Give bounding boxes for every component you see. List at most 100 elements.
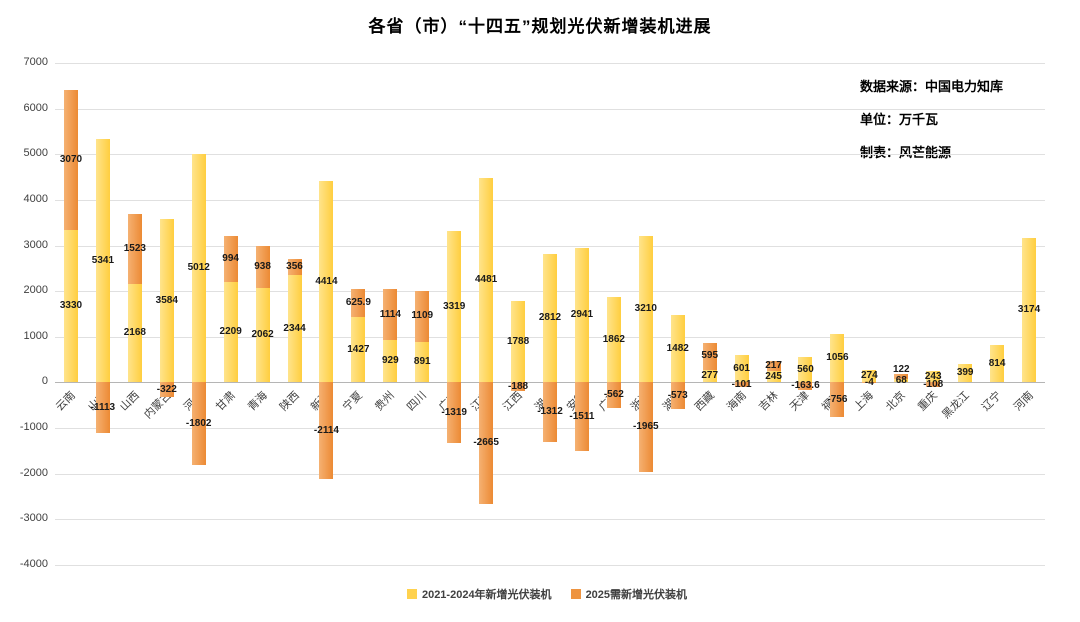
bar-label-installed: 1056 — [826, 352, 849, 364]
y-axis-tick-label: 6000 — [23, 101, 48, 114]
bar-label-installed: 2209 — [219, 326, 242, 338]
bar-label-installed: 245 — [765, 370, 782, 382]
y-axis-tick-label: 2000 — [23, 284, 48, 297]
bar-segment-installed — [159, 218, 174, 383]
bar-label-installed: 929 — [381, 355, 399, 367]
bar-segment-needed — [127, 214, 142, 284]
bar-label-installed: 1862 — [602, 333, 625, 345]
bar-segment-needed — [95, 382, 110, 434]
bar-label-installed: 399 — [956, 367, 974, 379]
bar-segment-installed — [862, 369, 877, 383]
bar-segment-installed — [702, 369, 717, 383]
bar-segment-needed — [351, 288, 366, 318]
bar-segment-installed — [1022, 237, 1037, 383]
bar-label-installed: 1788 — [506, 335, 530, 347]
bar-segment-needed — [319, 382, 334, 479]
bar-label-needed: 217 — [765, 359, 782, 371]
bar-segment-installed — [383, 340, 398, 383]
bar-label-needed: 938 — [254, 260, 271, 272]
bar-label-installed: 2812 — [538, 312, 562, 324]
bar-segment-installed — [415, 341, 430, 383]
y-axis-tick-label: -2000 — [19, 466, 48, 479]
y-axis-tick-label: 5000 — [23, 147, 48, 160]
bar-segment-installed — [638, 235, 653, 383]
bar-segment-needed — [415, 291, 430, 342]
legend-label-needed: 2025需新增光伏装机 — [585, 589, 688, 601]
bar-segment-installed — [447, 230, 462, 383]
bar-segment-installed — [926, 371, 941, 383]
bar-label-installed: 814 — [988, 357, 1006, 369]
bar-label-installed: 4481 — [475, 274, 498, 286]
bar-label-needed: -1113 — [90, 401, 116, 413]
bar-segment-needed — [798, 382, 813, 390]
bar-segment-installed — [543, 254, 557, 383]
y-axis-tick-label: -3000 — [19, 512, 48, 525]
bar-label-needed: 356 — [286, 261, 303, 273]
bar-label-installed: 5012 — [187, 262, 210, 274]
bar-segment-needed — [734, 382, 749, 388]
bar-label-installed: 243 — [924, 370, 942, 382]
bar-label-installed: 3210 — [634, 303, 657, 315]
bar-label-installed: 560 — [797, 363, 814, 375]
bar-label-needed: -562 — [603, 389, 624, 401]
maker-note: 制表：风芒能源 — [860, 145, 952, 160]
bar-label-installed: 3174 — [1017, 304, 1041, 316]
bar-label-installed: 2168 — [123, 326, 146, 338]
gridline — [55, 199, 1045, 201]
bar-label-needed: -1802 — [185, 417, 212, 429]
gridline — [55, 154, 1045, 156]
bar-label-needed: -2114 — [313, 424, 339, 436]
bar-segment-installed — [574, 248, 589, 383]
bar-segment-installed — [958, 364, 973, 383]
gridline — [55, 108, 1045, 110]
legend: 2021-2024年新增光伏装机 2025需新增光伏装机 — [0, 586, 1080, 602]
y-axis-tick-label: 4000 — [23, 192, 48, 205]
bar-segment-needed — [543, 382, 557, 443]
bar-label-needed: -108 — [923, 378, 944, 390]
bar-segment-installed — [798, 356, 813, 383]
bar-label-installed: 3330 — [59, 300, 83, 312]
bar-label-installed: 891 — [413, 356, 431, 368]
bar-label-installed: 274 — [861, 370, 878, 382]
bar-segment-needed — [830, 382, 845, 417]
bar-label-needed: 625.9 — [345, 297, 371, 309]
bar-label-installed: 1482 — [666, 342, 689, 354]
bar-segment-needed — [255, 245, 270, 289]
bar-label-installed: 5341 — [91, 254, 115, 266]
bar-segment-needed — [766, 361, 781, 372]
bar-label-needed: -1965 — [633, 421, 659, 433]
gridline — [55, 473, 1045, 475]
bar-label-needed: 1114 — [379, 308, 401, 320]
bar-segment-installed — [223, 281, 238, 383]
bar-label-needed: 1109 — [411, 310, 434, 322]
bar-segment-installed — [606, 297, 621, 383]
gridline — [55, 245, 1045, 247]
y-axis-tick-label: 1000 — [23, 329, 48, 342]
bar-label-needed: -573 — [667, 389, 688, 401]
bar-segment-installed — [95, 138, 110, 383]
bar-label-needed: 122 — [892, 363, 910, 375]
bar-segment-installed — [127, 283, 142, 383]
bar-label-installed: 3584 — [155, 294, 178, 306]
bar-label-installed: 4414 — [315, 275, 338, 287]
bar-label-installed: 1427 — [347, 343, 370, 355]
bar-segment-installed — [319, 181, 334, 383]
bar-segment-needed — [702, 342, 717, 370]
bar-segment-installed — [351, 317, 366, 383]
bar-label-needed: -188 — [508, 380, 529, 392]
bar-segment-installed — [63, 230, 78, 383]
bar-label-needed: -1511 — [569, 410, 595, 422]
bar-segment-installed — [766, 371, 781, 383]
bar-label-needed: -1319 — [441, 406, 467, 418]
bar-label-needed: -1312 — [537, 406, 563, 418]
bar-segment-needed — [479, 382, 494, 505]
bar-segment-needed — [511, 382, 526, 392]
bar-segment-needed — [606, 382, 621, 409]
bar-segment-needed — [926, 382, 941, 388]
legend-label-installed: 2021-2024年新增光伏装机 — [421, 589, 552, 601]
bar-label-installed: 601 — [733, 362, 750, 374]
legend-swatch-installed — [406, 589, 417, 599]
data-source-note: 数据来源：中国电力知库 — [860, 79, 1004, 94]
